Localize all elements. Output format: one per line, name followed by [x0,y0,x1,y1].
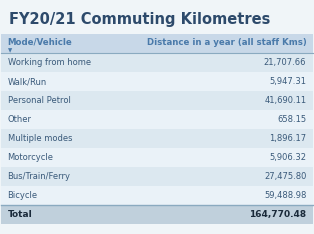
FancyBboxPatch shape [1,129,313,148]
Text: Other: Other [8,115,32,124]
FancyBboxPatch shape [1,167,313,186]
FancyBboxPatch shape [1,34,313,53]
Text: Bicycle: Bicycle [8,191,38,200]
Text: 27,475.80: 27,475.80 [264,172,306,181]
FancyBboxPatch shape [1,91,313,110]
Text: 5,947.31: 5,947.31 [269,77,306,86]
Text: 21,707.66: 21,707.66 [264,58,306,67]
Text: Multiple modes: Multiple modes [8,134,72,143]
FancyBboxPatch shape [1,205,313,224]
Text: Total: Total [8,210,32,219]
Text: Working from home: Working from home [8,58,91,67]
Text: Bus/Train/Ferry: Bus/Train/Ferry [8,172,71,181]
FancyBboxPatch shape [1,148,313,167]
FancyBboxPatch shape [1,186,313,205]
Text: Walk/Run: Walk/Run [8,77,47,86]
Text: Motorcycle: Motorcycle [8,153,54,162]
Text: FY20/21 Commuting Kilometres: FY20/21 Commuting Kilometres [9,12,271,27]
Text: 658.15: 658.15 [277,115,306,124]
Text: Distance in a year (all staff Kms): Distance in a year (all staff Kms) [147,37,306,47]
Text: 5,906.32: 5,906.32 [269,153,306,162]
Text: 1,896.17: 1,896.17 [269,134,306,143]
Text: ▼: ▼ [8,48,12,53]
Text: 59,488.98: 59,488.98 [264,191,306,200]
FancyBboxPatch shape [1,72,313,91]
FancyBboxPatch shape [1,53,313,72]
Text: 164,770.48: 164,770.48 [249,210,306,219]
FancyBboxPatch shape [1,110,313,129]
Text: 41,690.11: 41,690.11 [264,96,306,105]
Text: Mode/Vehicle: Mode/Vehicle [8,37,72,47]
Text: Personal Petrol: Personal Petrol [8,96,70,105]
